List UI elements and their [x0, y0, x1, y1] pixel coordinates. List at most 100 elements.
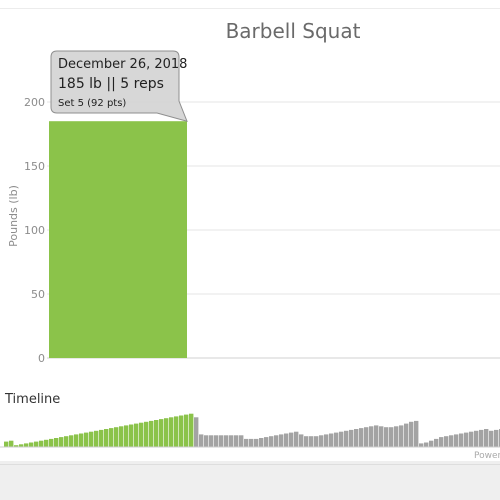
timeline-bar: [254, 438, 259, 447]
timeline-bar: [149, 420, 154, 447]
bottom-panel: [0, 461, 500, 500]
y-tick-label: 50: [31, 288, 45, 301]
timeline-navigator[interactable]: [4, 413, 500, 447]
timeline-bar: [354, 429, 359, 447]
timeline-bar: [244, 438, 249, 447]
timeline-bar: [334, 432, 339, 447]
timeline-bar: [94, 430, 99, 447]
timeline-bar: [194, 417, 199, 447]
bottom-divider: [0, 464, 500, 465]
timeline-bar: [104, 429, 109, 447]
timeline-bar: [289, 432, 294, 447]
timeline-bar: [469, 431, 474, 447]
bars: [49, 121, 187, 358]
timeline-bar: [69, 435, 74, 447]
timeline-bar: [409, 421, 414, 447]
timeline-bar: [49, 438, 54, 447]
timeline-bar: [439, 437, 444, 447]
timeline-bar: [359, 428, 364, 447]
timeline-bar: [99, 429, 104, 447]
timeline-bar: [209, 435, 214, 447]
timeline-bar: [279, 434, 284, 447]
timeline-bar: [339, 431, 344, 447]
timeline-bar: [169, 417, 174, 447]
timeline-bar: [164, 418, 169, 447]
chart-title: Barbell Squat: [226, 19, 361, 43]
timeline-bar: [464, 432, 469, 447]
timeline-bar: [264, 437, 269, 447]
timeline-bar: [9, 440, 14, 447]
timeline-bar: [174, 416, 179, 447]
timeline-bar: [219, 435, 224, 447]
y-axis-ticks: 0 50 100 150 200: [24, 96, 45, 365]
timeline-bar: [474, 430, 479, 447]
timeline-bar: [4, 441, 9, 447]
timeline-bar: [214, 435, 219, 447]
timeline-bar: [384, 427, 389, 447]
timeline-bar: [484, 429, 489, 447]
timeline-bar: [364, 427, 369, 447]
timeline-bar: [74, 434, 79, 447]
timeline-bar: [19, 444, 24, 447]
timeline-bar: [329, 433, 334, 447]
timeline-bar: [84, 432, 89, 447]
y-tick-label: 200: [24, 96, 45, 109]
timeline-bar: [224, 435, 229, 447]
chart-credit: Powere: [474, 451, 500, 461]
timeline-bar: [204, 435, 209, 447]
timeline-bar: [294, 431, 299, 447]
timeline-bar: [309, 436, 314, 447]
tooltip-set: Set 5 (92 pts): [58, 98, 126, 109]
timeline-bar: [34, 441, 39, 447]
timeline-bar: [64, 436, 69, 447]
timeline-bar: [14, 445, 19, 447]
timeline-bar: [424, 442, 429, 447]
y-tick-label: 0: [38, 352, 45, 365]
timeline-bar: [44, 439, 49, 447]
timeline-bar: [89, 431, 94, 447]
data-bar[interactable]: [49, 121, 187, 358]
timeline-bar: [119, 426, 124, 447]
tooltip-date: December 26, 2018: [58, 57, 187, 72]
timeline-bar: [394, 426, 399, 447]
timeline-bar: [399, 425, 404, 447]
timeline-bar: [479, 429, 484, 447]
timeline-bar: [24, 443, 29, 447]
timeline-bar: [179, 415, 184, 447]
timeline-bar: [269, 436, 274, 447]
timeline-bar: [29, 442, 34, 447]
timeline-bar: [134, 423, 139, 447]
timeline-bar: [319, 435, 324, 447]
timeline-bar: [314, 436, 319, 447]
tooltip-box: [50, 50, 188, 122]
timeline-bar: [239, 435, 244, 447]
timeline-bar: [419, 443, 424, 447]
timeline-bar: [444, 436, 449, 447]
timeline-bar: [234, 435, 239, 447]
timeline-bar: [114, 427, 119, 447]
timeline-bar: [494, 429, 499, 447]
timeline-bar: [39, 440, 44, 447]
timeline-bar: [159, 419, 164, 447]
tooltip-value: 185 lb || 5 reps: [58, 76, 164, 92]
timeline-bar: [54, 438, 59, 447]
timeline-bar: [349, 429, 354, 447]
timeline-bar: [324, 434, 329, 447]
timeline-bar: [109, 428, 114, 447]
y-tick-label: 100: [24, 224, 45, 237]
timeline-bar: [144, 421, 149, 447]
timeline-bar: [274, 435, 279, 447]
timeline-bar: [434, 438, 439, 447]
timeline-bar: [59, 437, 64, 447]
timeline-bar: [79, 433, 84, 447]
timeline-bar: [489, 430, 494, 447]
timeline-bar: [299, 434, 304, 447]
timeline-bar: [249, 438, 254, 447]
y-axis-title: Pounds (lb): [7, 185, 20, 247]
timeline-label: Timeline: [4, 392, 60, 407]
timeline-bar: [379, 426, 384, 447]
timeline-bar: [229, 435, 234, 447]
timeline-bar: [284, 433, 289, 447]
timeline-bar: [369, 426, 374, 447]
